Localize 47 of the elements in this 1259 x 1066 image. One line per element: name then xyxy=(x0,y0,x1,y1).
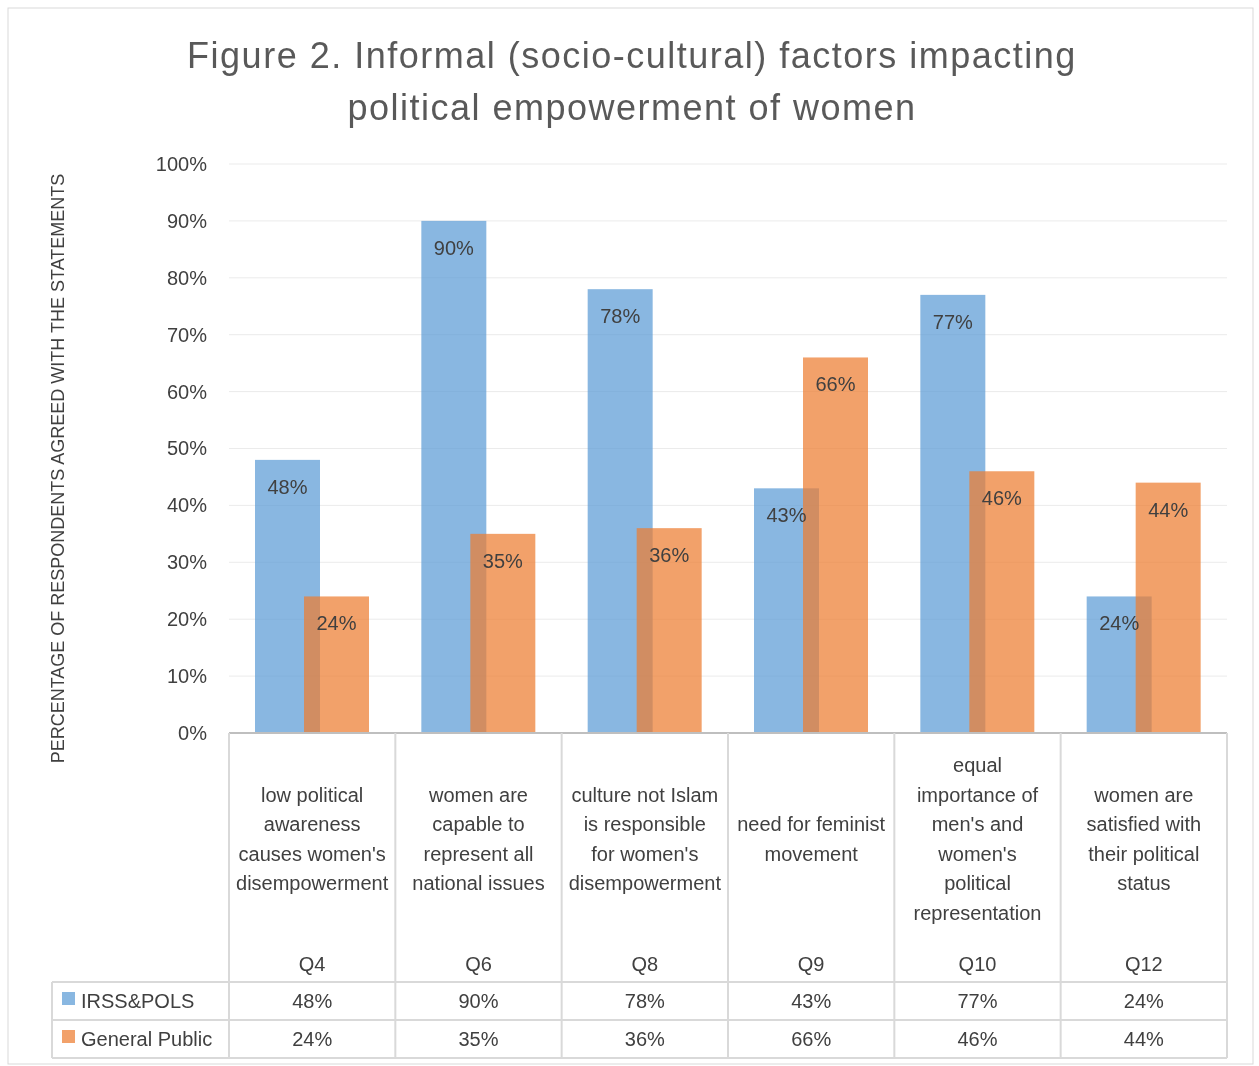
data-label: 24% xyxy=(292,1028,333,1050)
data-label: 35% xyxy=(458,1028,499,1050)
text: 24% xyxy=(316,612,357,635)
text: 44% xyxy=(1148,498,1189,521)
data-label: 77% xyxy=(957,990,998,1012)
bar xyxy=(470,533,536,733)
y-tick-label: 60% xyxy=(166,380,208,403)
data-label: 46% xyxy=(957,1028,998,1050)
y-tick-label: 50% xyxy=(166,437,208,460)
y-axis-title: PERCENTAGE OF RESPONDENTS AGREED WITH THE STATEMENTS xyxy=(48,173,68,764)
y-tick-label: 10% xyxy=(166,665,208,687)
bar xyxy=(969,471,1035,733)
text: 90% xyxy=(433,236,474,259)
y-tick-label: 20% xyxy=(166,608,208,631)
text: 35% xyxy=(482,549,523,572)
category-label: culture not Islam is responsible for women's disempowerment Q8 xyxy=(568,783,721,975)
y-tick-label: 30% xyxy=(166,551,208,574)
y-tick-label: 90% xyxy=(166,209,208,232)
y-tick-label: 70% xyxy=(166,323,208,346)
text: 36% xyxy=(649,544,690,567)
text: 78% xyxy=(600,305,641,328)
category-label: women are satisfied with their political status Q12 xyxy=(1086,783,1202,975)
data-label: 66% xyxy=(791,1028,832,1050)
data-label: 78% xyxy=(624,990,666,1012)
data-label: 48% xyxy=(292,990,333,1012)
data-label: 90% xyxy=(458,990,499,1012)
bar xyxy=(636,528,702,733)
data-label: 44% xyxy=(1123,1028,1165,1050)
bar xyxy=(304,596,369,733)
chart-title: Figure 2. Informal (socio-cultural) factors impacting political empowerment of women xyxy=(187,35,1077,128)
legend-label: General Public xyxy=(81,1028,213,1050)
y-tick-label: 0% xyxy=(178,721,208,744)
category-label: need for feminist movement Q9 xyxy=(737,813,886,975)
data-label: 43% xyxy=(791,990,832,1012)
data-label: 24% xyxy=(1123,990,1165,1012)
text: 77% xyxy=(932,310,973,333)
category-label: low political awareness causes women's disempowerment Q4 xyxy=(236,783,389,975)
text: 48% xyxy=(267,475,308,498)
text: 46% xyxy=(981,487,1022,510)
data-label: 36% xyxy=(624,1028,666,1050)
y-tick-label: 100% xyxy=(155,152,208,175)
y-tick-label: 40% xyxy=(166,494,208,517)
category-label: equal importance of men's and women's political representation Q10 xyxy=(913,754,1042,975)
y-tick-label: 80% xyxy=(166,266,208,289)
text: 66% xyxy=(815,373,856,396)
category-label: women are capable to represent all national issues Q6 xyxy=(412,783,545,975)
legend-label: IRSS&POLS xyxy=(81,990,195,1012)
